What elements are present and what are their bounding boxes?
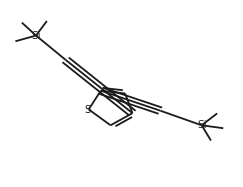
Text: Si: Si — [197, 120, 207, 130]
Text: Si: Si — [31, 30, 41, 41]
Text: S: S — [84, 105, 91, 115]
